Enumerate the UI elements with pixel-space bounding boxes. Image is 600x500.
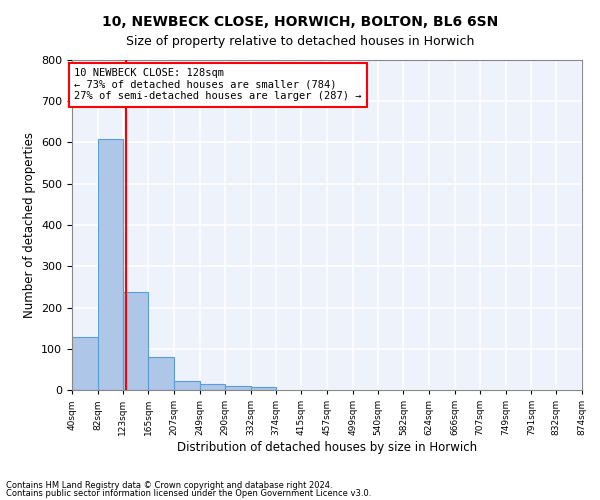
Bar	[174, 381, 200, 390]
Bar	[148, 357, 174, 390]
Text: 10 NEWBECK CLOSE: 128sqm
← 73% of detached houses are smaller (784)
27% of semi-: 10 NEWBECK CLOSE: 128sqm ← 73% of detach…	[74, 68, 362, 102]
Text: 10, NEWBECK CLOSE, HORWICH, BOLTON, BL6 6SN: 10, NEWBECK CLOSE, HORWICH, BOLTON, BL6 …	[102, 15, 498, 29]
Bar	[251, 386, 276, 390]
X-axis label: Distribution of detached houses by size in Horwich: Distribution of detached houses by size …	[177, 441, 477, 454]
Bar	[98, 139, 123, 390]
Bar	[123, 292, 148, 390]
Bar	[200, 384, 225, 390]
Text: Size of property relative to detached houses in Horwich: Size of property relative to detached ho…	[126, 35, 474, 48]
Bar	[72, 337, 98, 390]
Text: Contains HM Land Registry data © Crown copyright and database right 2024.: Contains HM Land Registry data © Crown c…	[6, 480, 332, 490]
Bar	[225, 386, 251, 390]
Y-axis label: Number of detached properties: Number of detached properties	[23, 132, 35, 318]
Text: Contains public sector information licensed under the Open Government Licence v3: Contains public sector information licen…	[6, 489, 371, 498]
